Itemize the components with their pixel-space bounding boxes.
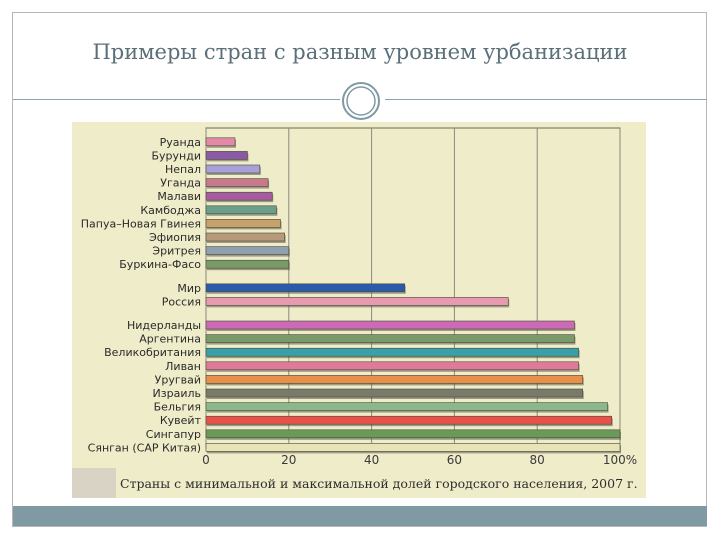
bar-label: Сянган (САР Китая) bbox=[88, 441, 201, 454]
bar-label: Непал bbox=[165, 163, 201, 176]
bar-папуа-новая-гвинея bbox=[205, 219, 281, 228]
bar-израиль bbox=[205, 388, 584, 398]
title-divider-right bbox=[385, 99, 707, 100]
bar-label: Эритрея bbox=[152, 245, 201, 258]
x-tick-label: 80 bbox=[530, 453, 545, 467]
bar-label: Малави bbox=[157, 190, 201, 203]
slide-frame bbox=[12, 12, 707, 527]
bar-непал bbox=[205, 164, 261, 174]
bar-сингапур bbox=[205, 429, 621, 439]
bar-label: Уругвай bbox=[155, 373, 201, 386]
bar-аргентина bbox=[205, 334, 575, 343]
x-tick-label: 20 bbox=[281, 453, 296, 467]
bar-label: Россия bbox=[162, 295, 201, 308]
bar-label: Буркина-Фасо bbox=[119, 258, 201, 271]
scan-corner bbox=[72, 468, 116, 498]
bar-кувейт bbox=[205, 415, 613, 425]
bar-label: Руанда bbox=[160, 136, 201, 149]
x-tick-label: 40 bbox=[364, 453, 379, 467]
bar-мир bbox=[205, 283, 406, 293]
bar-камбоджа bbox=[205, 205, 277, 215]
bar-нидерланды bbox=[205, 320, 575, 330]
bar-label: Великобритания bbox=[104, 346, 201, 359]
bar-руанда bbox=[205, 137, 236, 147]
bar-label: Камбоджа bbox=[140, 204, 201, 217]
bar-label: Бурунди bbox=[152, 149, 202, 162]
bar-уганда bbox=[205, 178, 269, 187]
footer-bar bbox=[13, 506, 707, 526]
bar-label: Сингапур bbox=[146, 428, 201, 441]
bar-label: Нидерланды bbox=[127, 319, 201, 332]
x-tick-label: 60 bbox=[447, 453, 462, 467]
x-tick-label: 100% bbox=[603, 453, 637, 467]
chart-caption: Страны с минимальной и максимальной доле… bbox=[120, 476, 638, 491]
bar-бурунди bbox=[205, 151, 248, 160]
bar-label: Папуа–Новая Гвинея bbox=[81, 217, 201, 230]
bar-эфиопия bbox=[205, 232, 285, 242]
bar-эритрея bbox=[205, 246, 290, 255]
bar-label: Бельгия bbox=[154, 401, 201, 414]
urbanization-bar-chart: 0 20 40 60 80 100% РуандаБурундиНепалУгандаМал… bbox=[81, 127, 637, 467]
bar-россия bbox=[205, 297, 509, 306]
bar-бельгия bbox=[205, 402, 608, 411]
bar-label: Мир bbox=[177, 282, 201, 295]
bar-буркина-фасо bbox=[205, 259, 290, 269]
bar-label: Уганда bbox=[160, 177, 201, 190]
bar-уругвай bbox=[205, 375, 584, 384]
x-tick-label: 0 bbox=[202, 453, 210, 467]
bar-label: Израиль bbox=[153, 387, 201, 400]
bar-label: Аргентина bbox=[139, 333, 201, 346]
bar-малави bbox=[205, 191, 273, 201]
bar-ливан bbox=[205, 361, 579, 371]
bar-label: Кувейт bbox=[160, 414, 202, 427]
bar-label: Эфиопия bbox=[149, 231, 201, 244]
bar-сянган-сар-китая- bbox=[205, 443, 621, 452]
ring-emblem-icon bbox=[342, 82, 380, 120]
title-divider-left bbox=[13, 99, 340, 100]
bar-label: Ливан bbox=[165, 360, 201, 373]
slide-title: Примеры стран с разным уровнем урбанизац… bbox=[92, 40, 628, 64]
bar-великобритания bbox=[205, 347, 579, 357]
